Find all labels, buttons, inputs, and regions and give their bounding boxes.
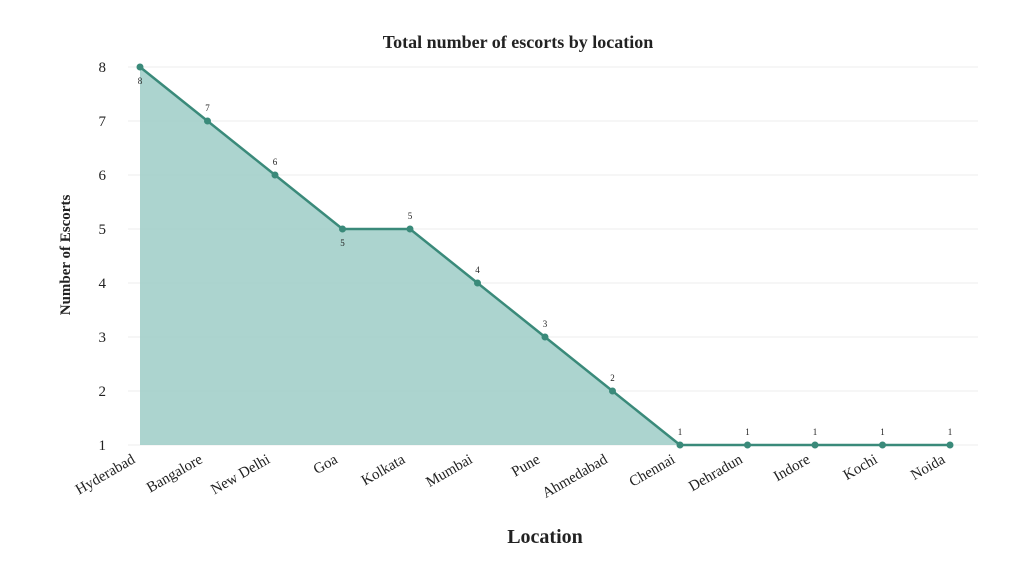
x-tick-label: Hyderabad bbox=[73, 451, 138, 498]
x-axis-title: Location bbox=[507, 526, 583, 548]
x-tick-label: Ahmedabad bbox=[540, 451, 611, 501]
data-label: 1 bbox=[880, 427, 885, 437]
x-tick-label: Goa bbox=[311, 451, 341, 478]
data-labels: 8 7 6 5 5 4 3 2 1 1 1 1 1 bbox=[138, 76, 953, 437]
x-tick-label: New Delhi bbox=[208, 452, 273, 499]
data-label: 2 bbox=[610, 373, 615, 383]
area-fill bbox=[140, 67, 950, 445]
data-points bbox=[136, 63, 954, 449]
data-label: 6 bbox=[273, 157, 278, 167]
x-tick-label: Dehradun bbox=[686, 451, 746, 495]
data-point bbox=[676, 441, 684, 449]
y-tick-label: 2 bbox=[99, 384, 107, 400]
data-label: 8 bbox=[138, 76, 143, 86]
data-label: 5 bbox=[408, 211, 413, 221]
data-label: 3 bbox=[543, 319, 548, 329]
y-tick-label: 7 bbox=[99, 114, 107, 130]
x-tick-labels: Hyderabad Bangalore New Delhi Goa Kolkata Mum… bbox=[73, 451, 948, 501]
data-point bbox=[136, 63, 144, 71]
data-label: 1 bbox=[813, 427, 818, 437]
y-tick-label: 8 bbox=[99, 60, 107, 76]
x-tick-label: Bangalore bbox=[144, 451, 206, 496]
y-tick-label: 3 bbox=[99, 330, 107, 346]
data-point bbox=[946, 441, 954, 449]
data-label: 4 bbox=[475, 265, 480, 275]
y-tick-label: 5 bbox=[99, 222, 107, 238]
data-point bbox=[339, 225, 346, 233]
data-point bbox=[474, 279, 481, 287]
x-tick-label: Kolkata bbox=[359, 451, 408, 489]
data-label: 1 bbox=[678, 427, 683, 437]
data-point bbox=[879, 441, 886, 449]
data-label: 5 bbox=[340, 238, 345, 248]
data-point bbox=[204, 117, 211, 125]
data-point bbox=[541, 333, 549, 341]
y-axis-title: Number of Escorts bbox=[58, 195, 74, 316]
data-point bbox=[406, 225, 414, 233]
data-label: 1 bbox=[948, 427, 953, 437]
data-label: 7 bbox=[205, 103, 210, 113]
x-tick-label: Kochi bbox=[841, 452, 881, 484]
x-tick-label: Chennai bbox=[627, 452, 678, 491]
y-tick-label: 4 bbox=[99, 276, 107, 292]
data-point bbox=[811, 441, 819, 449]
x-tick-label: Mumbai bbox=[423, 452, 475, 491]
chart-title: Total number of escorts by location bbox=[383, 32, 654, 52]
data-label: 1 bbox=[745, 427, 750, 437]
y-tick-label: 1 bbox=[99, 438, 107, 454]
data-point bbox=[609, 387, 616, 395]
y-tick-labels: 1 2 3 4 5 6 7 8 bbox=[99, 60, 107, 454]
x-tick-label: Pune bbox=[509, 451, 543, 480]
x-tick-label: Indore bbox=[771, 451, 813, 485]
y-tick-label: 6 bbox=[99, 168, 107, 184]
data-point bbox=[271, 171, 279, 179]
data-point bbox=[744, 441, 751, 449]
x-tick-label: Noida bbox=[908, 451, 948, 483]
